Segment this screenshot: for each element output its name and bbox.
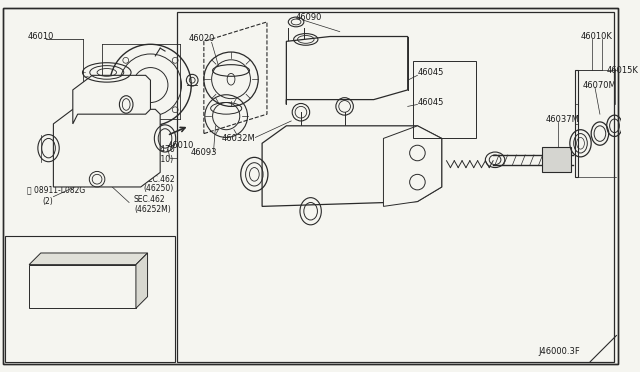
Text: 46045: 46045 <box>417 98 444 107</box>
Text: (46250): (46250) <box>143 185 174 193</box>
Bar <box>541 147 571 172</box>
Polygon shape <box>53 109 160 187</box>
Text: INCLUDED IN PISTON KIT: INCLUDED IN PISTON KIT <box>10 327 104 336</box>
Text: SEC.462: SEC.462 <box>143 175 175 184</box>
Text: SEC.462: SEC.462 <box>134 195 166 204</box>
Bar <box>177 12 614 362</box>
Text: TANK-INSTALLATION: TANK-INSTALLATION <box>10 247 86 256</box>
Bar <box>413 61 476 138</box>
Text: 46093: 46093 <box>190 148 217 157</box>
Text: 46010: 46010 <box>27 32 54 41</box>
Polygon shape <box>286 36 408 105</box>
Text: 46015K: 46015K <box>607 66 639 75</box>
Polygon shape <box>383 126 442 206</box>
Polygon shape <box>73 76 150 124</box>
Polygon shape <box>29 253 148 264</box>
Text: (47210): (47210) <box>143 155 174 164</box>
Text: (2): (2) <box>43 197 54 206</box>
Text: 46090: 46090 <box>296 13 323 22</box>
Text: SEC.470: SEC.470 <box>143 145 175 154</box>
Polygon shape <box>262 126 442 206</box>
Text: Ⓝ 08911-L082G: Ⓝ 08911-L082G <box>27 185 85 195</box>
Text: 46010: 46010 <box>168 141 195 150</box>
Text: 46032M: 46032M <box>221 134 255 143</box>
Text: SPECIAL JIG FOR RESERVOIR: SPECIAL JIG FOR RESERVOIR <box>10 236 117 245</box>
Text: 46037M: 46037M <box>545 115 579 124</box>
Polygon shape <box>136 253 148 308</box>
Bar <box>575 70 577 177</box>
Text: (46252M): (46252M) <box>134 205 171 214</box>
Text: 46070M: 46070M <box>582 81 616 90</box>
Text: J46000.3F: J46000.3F <box>539 347 580 356</box>
Bar <box>5 235 175 362</box>
Text: 46045: 46045 <box>417 68 444 77</box>
Text: 46010K: 46010K <box>580 32 612 41</box>
Polygon shape <box>29 264 136 308</box>
Text: 46020: 46020 <box>188 34 214 43</box>
Text: (PART CODE46010K ): (PART CODE46010K ) <box>10 339 90 348</box>
